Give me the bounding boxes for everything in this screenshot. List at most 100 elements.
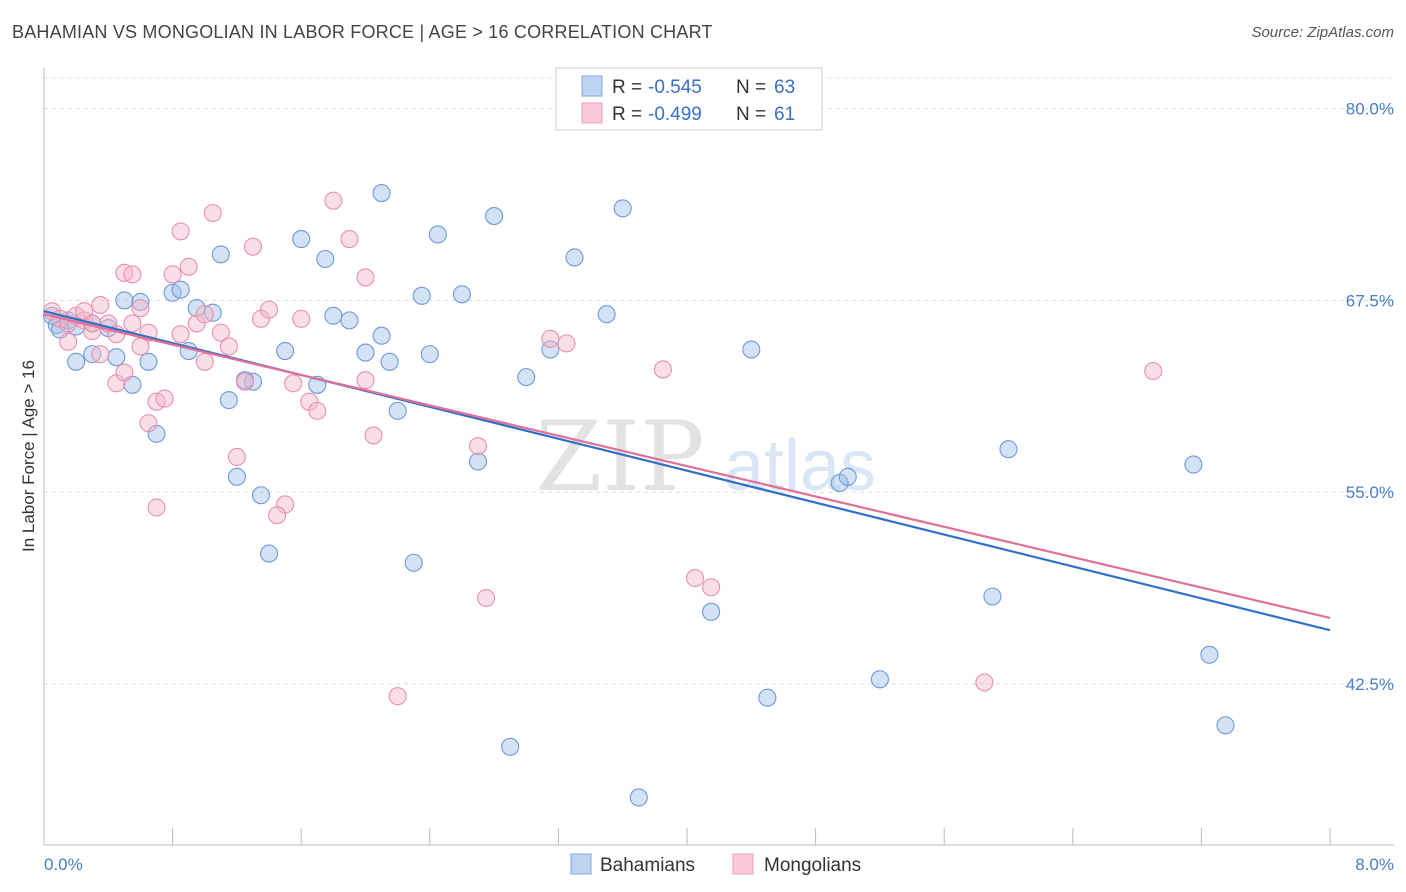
legend-r-label-1: R = bbox=[612, 77, 642, 98]
series-legend-swatch-bahamians bbox=[570, 853, 592, 875]
bahamians-point bbox=[412, 286, 431, 305]
mongolians-point bbox=[356, 268, 375, 287]
y-tick-label: 80.0% bbox=[1346, 100, 1394, 119]
bahamians-point bbox=[983, 587, 1002, 606]
mongolians-point bbox=[91, 345, 110, 364]
mongolians-point bbox=[227, 447, 246, 466]
legend-r-label-2: R = bbox=[612, 104, 642, 125]
mongolians-point bbox=[653, 360, 672, 379]
bahamians-point bbox=[227, 467, 246, 486]
mongolians-point bbox=[171, 222, 190, 241]
mongolians-point bbox=[243, 237, 263, 256]
bahamians-point bbox=[171, 280, 190, 299]
mongolians-point bbox=[468, 437, 488, 456]
mongolians-point bbox=[340, 230, 359, 249]
series-legend-mongolians: Mongolians bbox=[764, 855, 861, 876]
bahamians-point bbox=[1216, 716, 1235, 735]
mongolians-point bbox=[131, 337, 150, 356]
mongolians-point bbox=[147, 498, 166, 517]
data-points bbox=[42, 184, 1235, 807]
bahamians-point bbox=[372, 184, 391, 203]
mongolians-point bbox=[284, 374, 303, 393]
mongolians-point bbox=[541, 329, 560, 348]
legend-n-value-1: 63 bbox=[774, 77, 795, 98]
bahamians-point bbox=[131, 292, 150, 312]
bahamians-point bbox=[517, 368, 536, 387]
bahamians-point bbox=[613, 199, 632, 218]
mongolians-point bbox=[268, 506, 287, 525]
bahamians-point bbox=[1184, 455, 1203, 474]
bahamians-point bbox=[388, 401, 407, 420]
mongolians-point bbox=[123, 314, 142, 333]
mongolians-point bbox=[235, 372, 254, 391]
bahamians-point bbox=[139, 352, 158, 371]
bahamians-point bbox=[316, 249, 335, 269]
bahamians-point bbox=[324, 306, 343, 325]
mongolians-point bbox=[163, 265, 182, 284]
legend-r-value-1: -0.545 bbox=[648, 77, 702, 98]
x-tick-label-min: 0.0% bbox=[44, 855, 83, 874]
y-tick-label: 55.0% bbox=[1346, 483, 1394, 502]
series-legend-swatch-mongolians bbox=[732, 853, 754, 875]
mongolians-point bbox=[123, 265, 142, 284]
bahamians-point bbox=[428, 225, 447, 244]
mongolians-point bbox=[195, 305, 214, 324]
bahamians-point bbox=[629, 788, 648, 807]
series-legend-bahamians: Bahamians bbox=[600, 855, 695, 876]
mongolians-point bbox=[388, 687, 407, 706]
bahamians-point bbox=[292, 230, 311, 249]
bahamians-point bbox=[276, 342, 295, 361]
bahamians-point bbox=[107, 348, 126, 367]
series-legend: Bahamians Mongolians bbox=[570, 853, 861, 876]
mongolians-point bbox=[155, 389, 174, 408]
bahamians-point bbox=[420, 345, 439, 364]
mongolians-point bbox=[59, 332, 78, 351]
legend-r-value-2: -0.499 bbox=[648, 104, 702, 125]
watermark-atlas: atlas bbox=[724, 426, 876, 506]
mongolians-point bbox=[115, 363, 134, 382]
trend-lines bbox=[43, 310, 1331, 632]
mongolians-point bbox=[179, 257, 198, 276]
bahamians-point bbox=[219, 391, 238, 410]
mongolians-point bbox=[139, 414, 158, 433]
legend-n-label-2: N = bbox=[736, 104, 766, 125]
mongolians-point bbox=[324, 191, 343, 210]
bahamians-point bbox=[452, 285, 472, 304]
bahamians-point bbox=[758, 688, 777, 707]
y-tick-label: 42.5% bbox=[1346, 675, 1394, 694]
bahamians-point bbox=[702, 602, 721, 621]
bahamians-point bbox=[870, 670, 889, 689]
legend-n-value-2: 61 bbox=[774, 104, 795, 125]
mongolians-point bbox=[195, 352, 214, 371]
bahamians-point bbox=[501, 737, 520, 756]
bahamians-point bbox=[597, 305, 616, 324]
y-axis-label: In Labor Force | Age > 16 bbox=[19, 360, 38, 552]
mongolians-trend-line bbox=[43, 313, 1331, 620]
mongolians-point bbox=[1144, 361, 1163, 381]
chart-title: BAHAMIAN VS MONGOLIAN IN LABOR FORCE | A… bbox=[12, 22, 713, 42]
bahamians-point bbox=[742, 340, 761, 359]
mongolians-point bbox=[685, 569, 705, 588]
y-tick-label: 67.5% bbox=[1346, 291, 1394, 310]
bahamians-point bbox=[468, 452, 488, 471]
bahamians-point bbox=[1200, 645, 1219, 664]
bahamians-point bbox=[565, 248, 584, 267]
legend-swatch-bahamians bbox=[581, 75, 603, 97]
mongolians-point bbox=[203, 203, 222, 223]
mongolians-point bbox=[91, 295, 110, 315]
axes bbox=[43, 68, 1394, 846]
mongolians-point bbox=[364, 426, 383, 445]
bahamians-point bbox=[541, 340, 560, 359]
mongolians-point bbox=[219, 337, 238, 356]
bahamians-point bbox=[838, 467, 857, 486]
mongolians-point bbox=[292, 309, 311, 328]
mongolians-point bbox=[975, 673, 994, 692]
bahamians-point bbox=[404, 553, 423, 572]
legend-swatch-mongolians bbox=[581, 102, 603, 124]
bahamians-point bbox=[251, 486, 271, 505]
bahamians-point bbox=[372, 326, 391, 345]
mongolians-point bbox=[702, 578, 721, 597]
mongolians-point bbox=[171, 325, 190, 344]
bahamians-point bbox=[115, 291, 134, 310]
